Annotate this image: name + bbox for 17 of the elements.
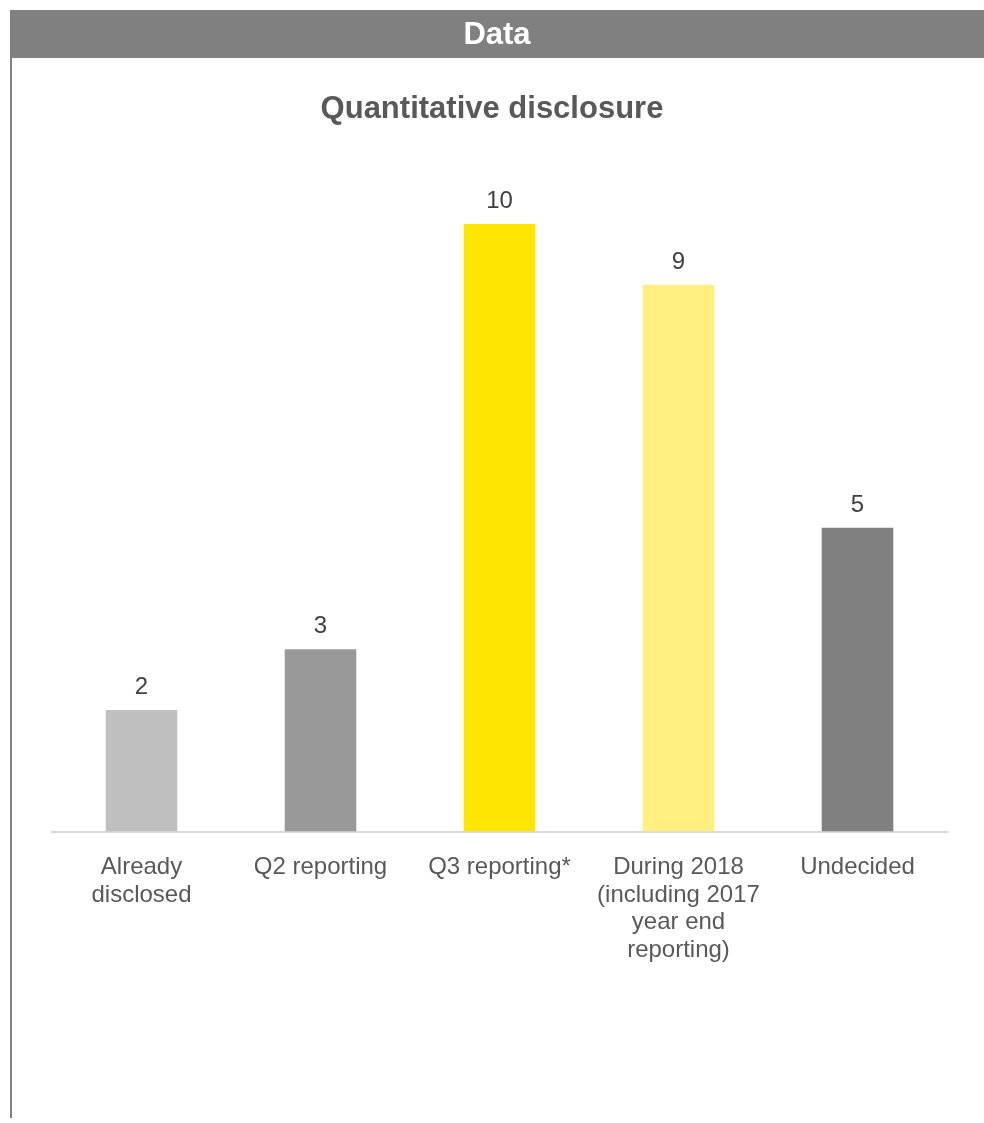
- chart-subtitle: Quantitative disclosure: [320, 89, 664, 127]
- x-tick-label: During 2018 (including 2017 year end reporting): [597, 852, 760, 962]
- x-tick-label: Already disclosed: [91, 852, 192, 907]
- chart-title: Data: [463, 16, 531, 52]
- x-tick-label: Q2 reporting: [253, 852, 388, 880]
- data-label: 2: [134, 672, 149, 700]
- bar: [642, 284, 715, 832]
- bar: [821, 527, 894, 832]
- data-label: 3: [313, 611, 328, 639]
- x-tick-label: Undecided: [800, 852, 915, 880]
- data-label: 5: [850, 489, 865, 517]
- data-label: 9: [671, 246, 686, 274]
- bar: [284, 649, 357, 832]
- bar: [105, 710, 178, 832]
- bar: [463, 224, 536, 832]
- x-tick-label: Q3 reporting*: [428, 852, 571, 880]
- data-label: 10: [486, 186, 513, 213]
